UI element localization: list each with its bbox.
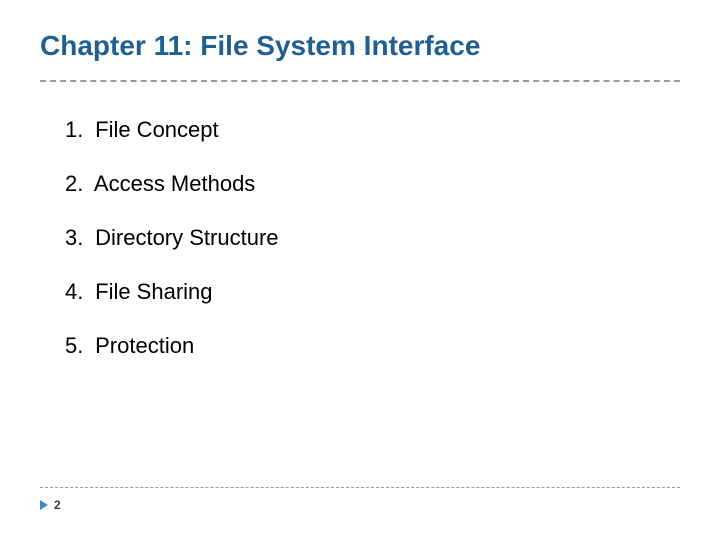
list-item: 1. File Concept <box>65 117 680 143</box>
list-item-text: File Sharing <box>95 279 212 304</box>
list-item-text: Access Methods <box>94 171 255 196</box>
list-item-text: Protection <box>95 333 194 358</box>
list-item: 4. File Sharing <box>65 279 680 305</box>
list-item: 3. Directory Structure <box>65 225 680 251</box>
arrow-right-icon <box>40 500 48 510</box>
footer-content: 2 <box>40 498 680 512</box>
list-item-number: 4. <box>65 279 89 305</box>
list-item: 2. Access Methods <box>65 171 680 197</box>
list-item-text: Directory Structure <box>95 225 278 250</box>
list-item-number: 5. <box>65 333 89 359</box>
slide-container: Chapter 11: File System Interface 1. Fil… <box>0 0 720 540</box>
content-list: 1. File Concept 2. Access Methods 3. Dir… <box>40 117 680 359</box>
list-item-number: 3. <box>65 225 89 251</box>
list-item-number: 1. <box>65 117 89 143</box>
page-number: 2 <box>54 498 61 512</box>
list-item: 5. Protection <box>65 333 680 359</box>
footer-divider <box>40 487 680 488</box>
title-divider <box>40 80 680 82</box>
slide-title: Chapter 11: File System Interface <box>40 30 680 62</box>
slide-footer: 2 <box>40 487 680 512</box>
list-item-text: File Concept <box>95 117 219 142</box>
list-item-number: 2. <box>65 171 89 197</box>
